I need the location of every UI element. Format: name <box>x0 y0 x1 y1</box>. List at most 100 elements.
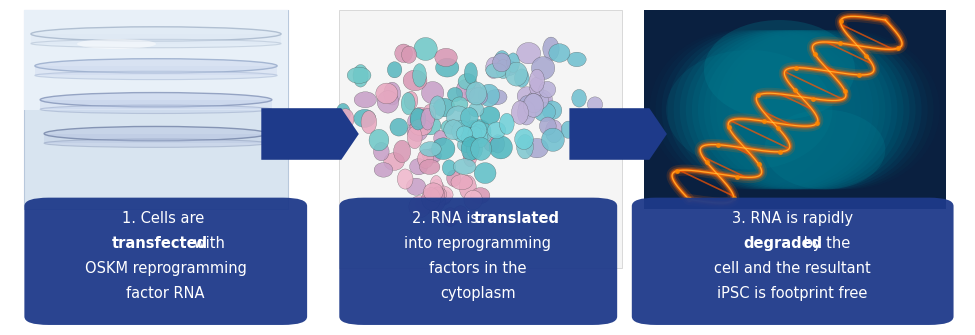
Ellipse shape <box>680 30 861 190</box>
Ellipse shape <box>704 20 855 120</box>
Ellipse shape <box>492 53 511 72</box>
Ellipse shape <box>526 138 548 158</box>
Ellipse shape <box>517 87 537 106</box>
Ellipse shape <box>451 120 471 142</box>
Ellipse shape <box>499 113 514 134</box>
FancyBboxPatch shape <box>632 198 954 325</box>
Ellipse shape <box>484 137 499 152</box>
Ellipse shape <box>430 176 443 197</box>
Ellipse shape <box>361 111 376 134</box>
Text: degraded: degraded <box>743 236 822 251</box>
Ellipse shape <box>432 193 448 207</box>
Ellipse shape <box>426 187 447 202</box>
Bar <box>24 10 288 209</box>
Ellipse shape <box>403 70 427 91</box>
Ellipse shape <box>507 53 520 72</box>
Ellipse shape <box>436 58 459 77</box>
FancyBboxPatch shape <box>24 198 307 325</box>
FancyBboxPatch shape <box>339 198 617 325</box>
Ellipse shape <box>666 50 833 170</box>
Ellipse shape <box>401 92 415 115</box>
Ellipse shape <box>464 63 478 84</box>
Ellipse shape <box>753 30 934 190</box>
Ellipse shape <box>420 116 441 135</box>
Ellipse shape <box>470 128 491 144</box>
Ellipse shape <box>458 73 477 90</box>
Ellipse shape <box>369 129 389 151</box>
Ellipse shape <box>432 138 455 159</box>
Ellipse shape <box>479 84 499 107</box>
Ellipse shape <box>466 139 483 159</box>
Ellipse shape <box>698 30 879 190</box>
Bar <box>339 10 622 268</box>
Ellipse shape <box>433 98 455 117</box>
Ellipse shape <box>419 159 440 175</box>
Ellipse shape <box>425 191 446 212</box>
Bar <box>35 66 277 75</box>
Ellipse shape <box>456 126 473 141</box>
Ellipse shape <box>44 126 268 141</box>
Ellipse shape <box>44 139 268 147</box>
Ellipse shape <box>409 196 430 218</box>
Ellipse shape <box>464 82 482 103</box>
Ellipse shape <box>728 30 910 190</box>
Ellipse shape <box>489 136 513 159</box>
Ellipse shape <box>517 43 540 64</box>
Ellipse shape <box>519 96 533 120</box>
Text: into reprogramming: into reprogramming <box>405 236 551 251</box>
Ellipse shape <box>374 162 393 177</box>
Ellipse shape <box>531 57 555 80</box>
Ellipse shape <box>506 62 527 86</box>
Ellipse shape <box>655 30 837 190</box>
Ellipse shape <box>471 138 491 160</box>
Text: translated: translated <box>474 211 560 226</box>
Ellipse shape <box>459 175 476 199</box>
Ellipse shape <box>412 64 426 87</box>
Ellipse shape <box>764 110 885 190</box>
Ellipse shape <box>685 30 867 190</box>
Ellipse shape <box>494 51 510 74</box>
Ellipse shape <box>453 159 476 174</box>
Ellipse shape <box>40 105 272 114</box>
Ellipse shape <box>377 91 399 113</box>
Ellipse shape <box>431 187 445 203</box>
Ellipse shape <box>710 30 891 190</box>
Ellipse shape <box>447 170 461 187</box>
Text: factors in the: factors in the <box>429 261 526 276</box>
Ellipse shape <box>740 30 921 190</box>
Bar <box>31 34 281 44</box>
Text: OSKM reprogramming: OSKM reprogramming <box>85 261 247 276</box>
Ellipse shape <box>471 121 487 139</box>
Ellipse shape <box>427 148 442 163</box>
Ellipse shape <box>662 30 843 190</box>
Ellipse shape <box>562 121 575 138</box>
Ellipse shape <box>354 92 376 108</box>
Ellipse shape <box>734 30 916 190</box>
Ellipse shape <box>410 111 433 128</box>
Ellipse shape <box>746 30 927 190</box>
Ellipse shape <box>541 128 565 151</box>
Text: iPSC is footprint free: iPSC is footprint free <box>718 286 868 302</box>
Ellipse shape <box>567 52 586 67</box>
Ellipse shape <box>434 130 447 146</box>
Ellipse shape <box>529 77 544 97</box>
Ellipse shape <box>524 93 543 117</box>
Ellipse shape <box>545 120 563 143</box>
Ellipse shape <box>480 107 500 124</box>
Ellipse shape <box>468 127 482 141</box>
Ellipse shape <box>488 122 506 139</box>
Ellipse shape <box>526 91 549 110</box>
Ellipse shape <box>466 82 487 105</box>
Ellipse shape <box>539 81 556 98</box>
Ellipse shape <box>390 118 408 136</box>
Text: by the: by the <box>800 236 850 251</box>
Ellipse shape <box>384 82 401 105</box>
Ellipse shape <box>417 149 434 168</box>
Ellipse shape <box>405 91 418 110</box>
Ellipse shape <box>518 101 535 125</box>
Ellipse shape <box>486 63 507 78</box>
Ellipse shape <box>451 175 473 190</box>
Ellipse shape <box>31 39 281 48</box>
Ellipse shape <box>444 120 463 140</box>
Ellipse shape <box>530 90 553 110</box>
